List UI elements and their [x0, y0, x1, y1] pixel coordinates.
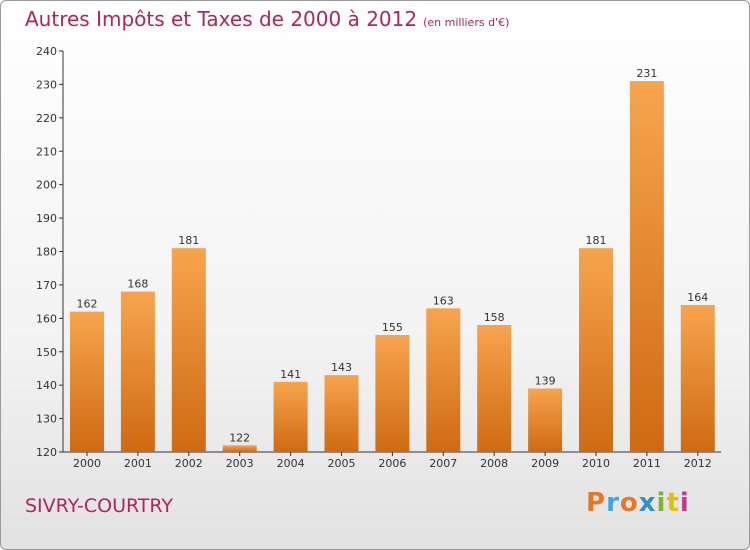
x-tick-label: 2006 — [378, 457, 406, 470]
x-tick-label: 2003 — [226, 457, 254, 470]
x-tick-label: 2012 — [684, 457, 712, 470]
bar — [629, 81, 664, 452]
data-label: 139 — [535, 375, 556, 388]
x-tick-label: 2007 — [429, 457, 457, 470]
x-tick-label: 2002 — [175, 457, 203, 470]
bar — [222, 445, 257, 452]
data-label: 143 — [331, 361, 352, 374]
x-tick-label: 2004 — [277, 457, 305, 470]
town-name: SIVRY-COURTRY — [25, 495, 174, 517]
chart-title: Autres Impôts et Taxes de 2000 à 2012 — [25, 7, 418, 31]
logo-letter: r — [606, 488, 620, 518]
y-tick-label: 200 — [36, 179, 57, 192]
y-tick-label: 230 — [36, 78, 57, 91]
logo-letter: t — [666, 488, 680, 518]
bar — [273, 381, 308, 452]
y-tick-label: 180 — [36, 246, 57, 259]
chart-title-line: Autres Impôts et Taxes de 2000 à 2012 (en… — [25, 7, 509, 31]
data-label: 181 — [586, 234, 607, 247]
bar — [426, 308, 461, 452]
data-label: 141 — [280, 368, 301, 381]
proxiti-logo[interactable]: Proxiti — [586, 488, 690, 518]
y-tick-label: 170 — [36, 279, 57, 292]
y-tick-label: 160 — [36, 312, 57, 325]
x-tick-label: 2008 — [480, 457, 508, 470]
logo-letter: i — [679, 488, 690, 518]
x-tick-label: 2009 — [531, 457, 559, 470]
data-label: 231 — [636, 67, 657, 80]
data-label: 158 — [484, 311, 505, 324]
bar — [579, 248, 613, 452]
bar — [375, 335, 410, 452]
data-label: 155 — [382, 321, 403, 334]
logo-letter: i — [656, 488, 667, 518]
logo-letter: o — [619, 488, 639, 518]
y-tick-label: 240 — [36, 45, 57, 58]
x-tick-label: 2011 — [633, 457, 661, 470]
data-label: 163 — [433, 294, 454, 307]
bar — [477, 325, 512, 452]
y-tick-label: 210 — [36, 145, 57, 158]
data-label: 122 — [229, 431, 250, 444]
bar — [528, 388, 563, 452]
y-tick-label: 140 — [36, 379, 57, 392]
logo-letter: P — [586, 488, 607, 518]
y-tick-label: 190 — [36, 212, 57, 225]
bar — [324, 375, 359, 452]
data-label: 168 — [127, 278, 148, 291]
x-tick-label: 2005 — [328, 457, 356, 470]
data-label: 164 — [687, 291, 708, 304]
y-tick-label: 150 — [36, 346, 57, 359]
bar — [70, 311, 104, 452]
data-label: 181 — [178, 234, 199, 247]
chart-unit: (en milliers d'€) — [423, 16, 510, 29]
x-tick-label: 2001 — [124, 457, 152, 470]
y-tick-label: 120 — [36, 446, 57, 459]
logo-letter: x — [638, 488, 657, 518]
x-tick-label: 2000 — [73, 457, 101, 470]
bar — [120, 291, 155, 452]
data-label: 162 — [77, 298, 98, 311]
x-tick-label: 2010 — [582, 457, 610, 470]
y-tick-label: 130 — [36, 413, 57, 426]
bar — [680, 304, 715, 452]
bar — [171, 248, 206, 452]
y-tick-label: 220 — [36, 112, 57, 125]
